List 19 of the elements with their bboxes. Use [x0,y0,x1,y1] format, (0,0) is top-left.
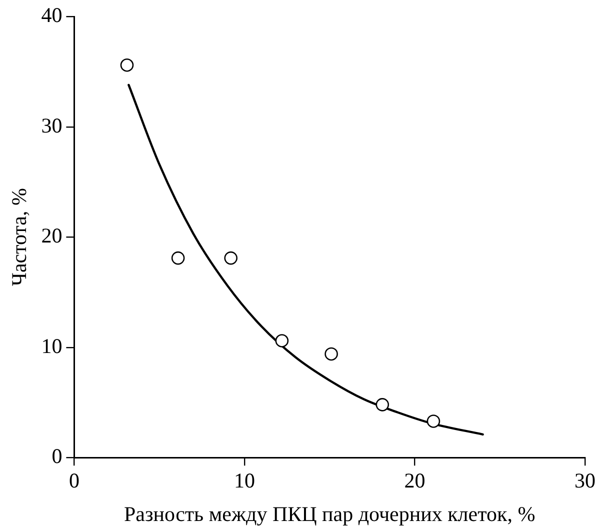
point [224,251,238,265]
point [324,347,338,361]
y-tick-label: 40 [41,3,62,28]
x-axis-title: Разность между ПКЦ пар дочерних клеток, % [124,502,536,526]
line-series [128,84,484,436]
point [426,414,440,428]
point [275,334,289,348]
point [171,251,185,265]
y-tick-label: 0 [52,444,62,468]
y-tick-label: 20 [41,224,62,248]
x-tick-label: 20 [404,468,426,493]
y-tick-label: 10 [41,334,62,358]
y-tick-label: 30 [41,113,62,138]
x-tick-label: 30 [574,468,596,493]
point [376,398,390,412]
point [120,58,134,72]
y-axis-title: Частота, % [7,188,32,286]
x-tick-label: 0 [68,468,80,493]
x-tick-label: 10 [234,468,255,493]
